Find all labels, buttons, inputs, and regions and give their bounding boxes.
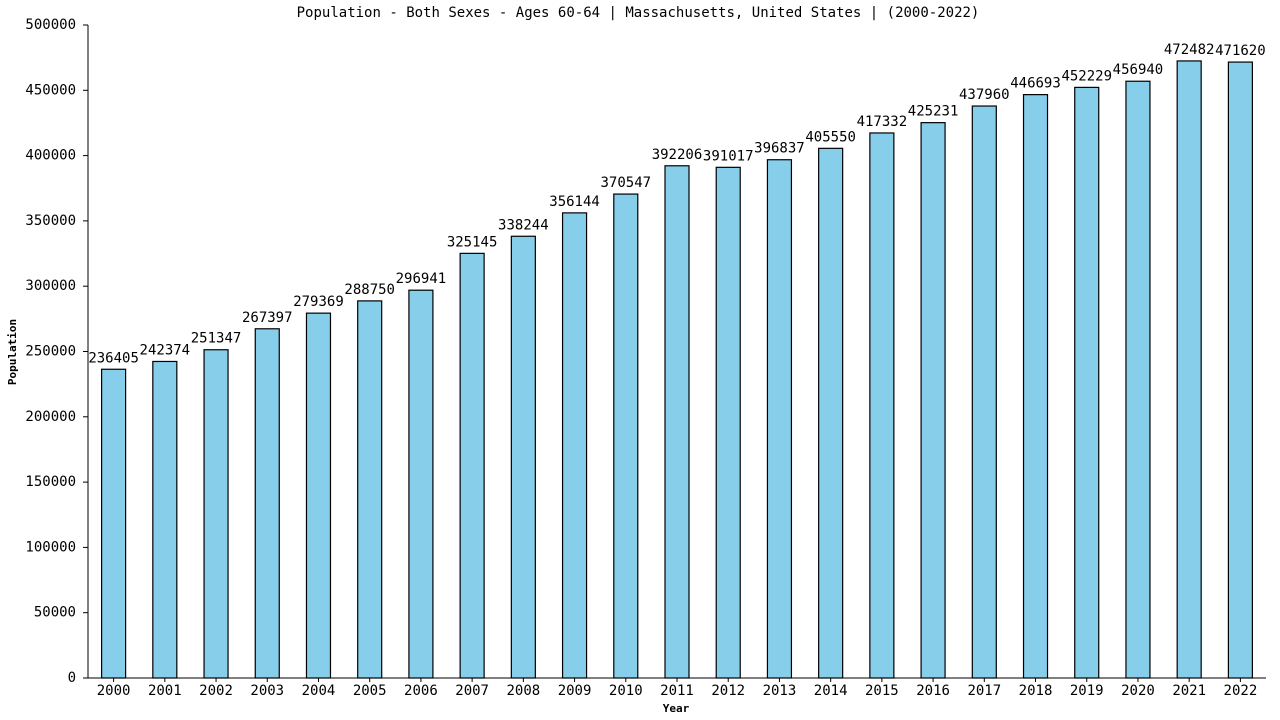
data-label: 392206 <box>652 147 703 163</box>
y-tick-label: 150000 <box>25 474 76 490</box>
x-tick-label: 2006 <box>404 683 438 699</box>
bar <box>869 132 895 679</box>
bar <box>203 349 229 679</box>
bar <box>971 105 997 679</box>
y-tick-label: 0 <box>68 670 76 686</box>
y-tick-label: 350000 <box>25 213 76 229</box>
bar <box>408 289 434 679</box>
data-label: 338244 <box>498 217 549 233</box>
data-label: 472482 <box>1164 42 1215 58</box>
x-tick-label: 2013 <box>763 683 797 699</box>
data-label: 236405 <box>88 350 139 366</box>
data-label: 446693 <box>1010 76 1061 92</box>
x-tick-label: 2016 <box>916 683 950 699</box>
x-tick-label: 2015 <box>865 683 899 699</box>
chart-title: Population - Both Sexes - Ages 60-64 | M… <box>297 5 980 21</box>
x-axis-label: Year <box>663 702 690 715</box>
data-label: 251347 <box>191 331 242 347</box>
x-tick-label: 2004 <box>302 683 336 699</box>
bar <box>510 235 536 679</box>
x-tick-label: 2003 <box>250 683 284 699</box>
data-label: 417332 <box>857 114 908 130</box>
y-tick-label: 50000 <box>34 605 76 621</box>
bar <box>1176 60 1202 679</box>
bar <box>459 252 485 679</box>
x-tick-label: 2005 <box>353 683 387 699</box>
bar <box>818 147 844 679</box>
bar <box>920 122 946 679</box>
y-tick-label: 250000 <box>25 344 76 360</box>
bar <box>1074 86 1100 679</box>
data-label: 370547 <box>600 175 651 191</box>
bar <box>357 300 383 679</box>
data-label: 456940 <box>1113 62 1164 78</box>
bar <box>613 193 639 679</box>
data-label: 356144 <box>549 194 600 210</box>
bar <box>664 165 690 679</box>
y-tick-label: 500000 <box>25 17 76 33</box>
bar <box>152 360 178 679</box>
data-label: 452229 <box>1061 68 1112 84</box>
bar <box>1022 94 1049 679</box>
x-tick-label: 2022 <box>1224 683 1258 699</box>
data-label: 288750 <box>344 282 395 298</box>
bar <box>715 166 741 679</box>
x-tick-label: 2020 <box>1121 683 1155 699</box>
data-label: 437960 <box>959 87 1010 103</box>
bar <box>101 368 127 679</box>
y-tick-label: 200000 <box>25 409 76 425</box>
y-tick-label: 450000 <box>25 82 76 98</box>
x-tick-label: 2017 <box>967 683 1001 699</box>
data-label: 391017 <box>703 148 754 164</box>
x-tick-label: 2012 <box>711 683 745 699</box>
x-tick-label: 2018 <box>1019 683 1053 699</box>
data-label: 471620 <box>1215 43 1266 59</box>
bar <box>1227 61 1253 679</box>
x-tick-label: 2002 <box>199 683 233 699</box>
x-tick-label: 2009 <box>558 683 592 699</box>
data-label: 242374 <box>140 342 191 358</box>
bar <box>561 212 588 679</box>
y-axis-label: Population <box>6 319 19 385</box>
bar <box>305 312 332 679</box>
x-tick-label: 2007 <box>455 683 489 699</box>
x-tick-label: 2021 <box>1172 683 1206 699</box>
x-tick-label: 2019 <box>1070 683 1104 699</box>
bar <box>254 328 280 679</box>
bar <box>1125 80 1151 679</box>
x-tick-label: 2008 <box>506 683 540 699</box>
x-tick-label: 2001 <box>148 683 182 699</box>
data-label: 279369 <box>293 294 344 310</box>
y-tick-label: 400000 <box>25 148 76 164</box>
x-tick-label: 2014 <box>814 683 848 699</box>
y-tick-label: 100000 <box>25 539 76 555</box>
x-tick-label: 2011 <box>660 683 694 699</box>
data-label: 267397 <box>242 310 293 326</box>
data-label: 396837 <box>754 141 805 157</box>
x-tick-label: 2010 <box>609 683 643 699</box>
y-tick-label: 300000 <box>25 278 76 294</box>
data-label: 296941 <box>396 271 447 287</box>
x-tick-label: 2000 <box>97 683 131 699</box>
data-label: 405550 <box>805 129 856 145</box>
data-label: 425231 <box>908 104 959 120</box>
bar <box>766 159 793 679</box>
data-label: 325145 <box>447 234 498 250</box>
